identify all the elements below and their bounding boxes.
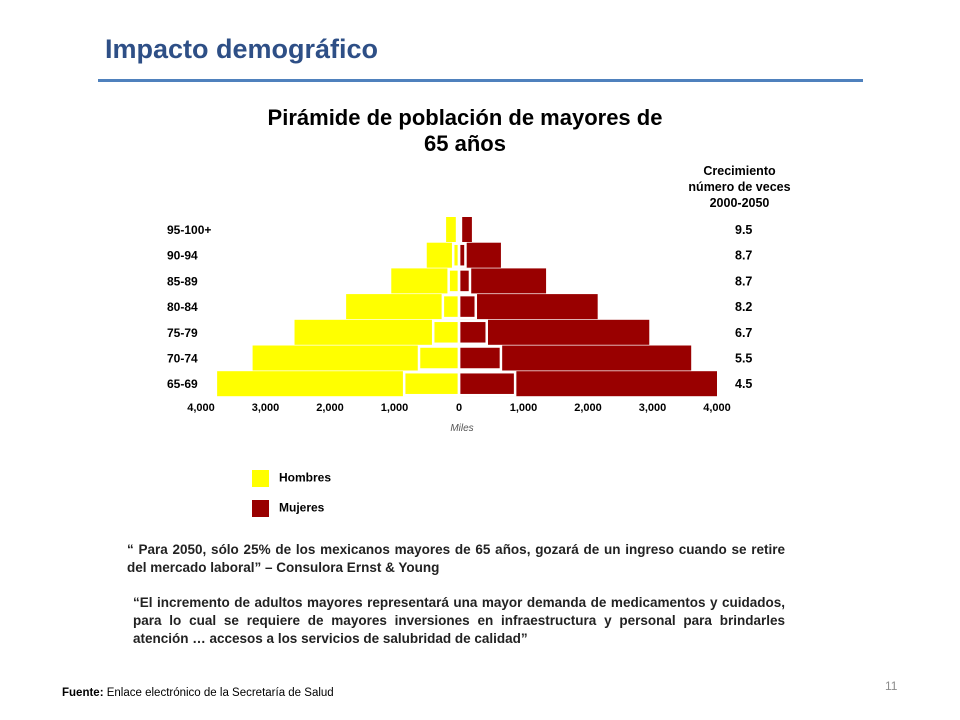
category-label-85-89: 85-89 (167, 274, 198, 288)
chart-title: Pirámide de población de mayores de 65 a… (200, 105, 730, 157)
x-tick-label-3: 1,000 (381, 402, 409, 414)
quote-health-demand: “El incremento de adultos mayores repres… (133, 595, 785, 646)
category-label-90-94: 90-94 (167, 249, 198, 263)
x-tick-label-1: 3,000 (252, 402, 280, 414)
outline-2000-mujeres-65-69 (457, 370, 517, 397)
growth-value-85-89: 8.7 (735, 274, 752, 288)
growth-header: Crecimiento número de veces 2000-2050 (672, 163, 807, 211)
legend-label-hombres: Hombres (279, 470, 332, 485)
growth-value-70-74: 5.5 (735, 352, 752, 366)
source-label: Fuente: (62, 687, 104, 699)
outline-2000-mujeres-70-74 (457, 345, 503, 371)
x-tick-label-8: 4,000 (703, 402, 731, 414)
chart-title-line-1: Pirámide de población de mayores de (267, 105, 663, 130)
legend-item-hombres: Hombres (252, 470, 331, 487)
bar-mujeres-85-89 (459, 268, 547, 294)
growth-value-95-100+: 9.5 (735, 223, 752, 237)
x-tick-label-5: 1,000 (510, 402, 538, 414)
x-tick-label-6: 2,000 (574, 402, 602, 414)
bar-hombres-80-84 (346, 294, 459, 320)
outline-2000-mujeres-80-84 (457, 293, 478, 320)
legend-swatch-mujeres (252, 500, 269, 517)
growth-header-line-2: número de veces (688, 180, 791, 194)
category-label-70-74: 70-74 (167, 352, 198, 366)
category-label-95-100+: 95-100+ (167, 223, 211, 237)
growth-value-90-94: 8.7 (735, 249, 752, 263)
bar-mujeres-75-79 (459, 319, 650, 345)
category-label-80-84: 80-84 (167, 300, 198, 314)
outline-2000-mujeres-90-94 (457, 242, 467, 268)
x-tick-label-7: 3,000 (639, 402, 667, 414)
quote-ernst-young: “ Para 2050, sólo 25% de los mexicanos m… (127, 542, 785, 575)
chart-title-line-2: 65 años (424, 131, 506, 156)
bar-hombres-95-100+ (446, 217, 459, 242)
x-tick-label-0: 4,000 (187, 402, 215, 414)
bar-hombres-70-74 (252, 345, 459, 371)
growth-value-75-79: 6.7 (735, 326, 752, 340)
x-tick-label-2: 2,000 (316, 402, 344, 414)
source-text: Enlace electrónico de la Secretaría de S… (106, 687, 334, 699)
slide-title: Impacto demográfico (105, 34, 379, 64)
growth-header-line-3: 2000-2050 (709, 196, 770, 210)
page-number: 11 (885, 679, 898, 693)
bar-hombres-75-79 (294, 319, 459, 345)
outline-2000-mujeres-95-100+ (457, 216, 463, 243)
bar-hombres-65-69 (217, 371, 459, 397)
outline-2000-mujeres-85-89 (457, 268, 472, 294)
legend-item-mujeres: Mujeres (252, 500, 324, 517)
growth-value-65-69: 4.5 (735, 377, 752, 391)
bar-mujeres-65-69 (459, 371, 717, 397)
outline-2000-mujeres-75-79 (457, 319, 488, 346)
legend-label-mujeres: Mujeres (279, 500, 325, 515)
growth-header-line-1: Crecimiento (703, 164, 776, 178)
bar-mujeres-70-74 (459, 345, 692, 371)
bar-mujeres-95-100+ (459, 217, 472, 242)
category-label-65-69: 65-69 (167, 377, 198, 391)
x-tick-label-4: 0 (456, 402, 462, 414)
x-axis-label: Miles (450, 423, 473, 434)
title-divider (98, 79, 863, 82)
legend-swatch-hombres (252, 470, 269, 487)
bar-mujeres-80-84 (459, 294, 598, 320)
growth-value-80-84: 8.2 (735, 300, 752, 314)
category-label-75-79: 75-79 (167, 326, 198, 340)
source-note: Fuente: Enlace electrónico de la Secreta… (62, 687, 334, 699)
